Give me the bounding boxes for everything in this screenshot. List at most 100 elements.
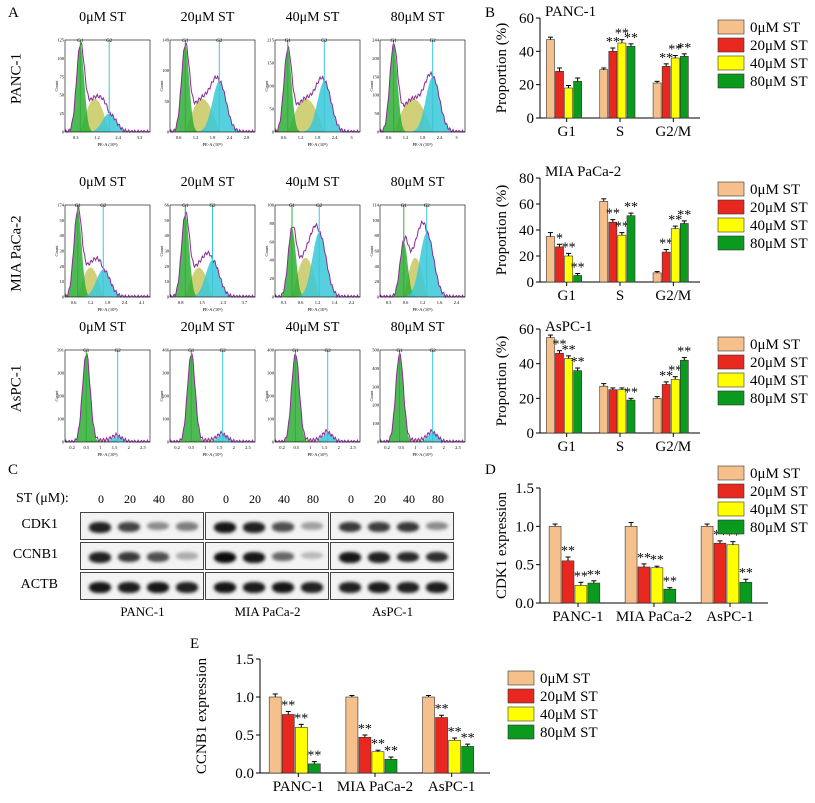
significance-mark: ** [668, 43, 682, 58]
flow-histogram: G1 G2 0.6 1.2 1.8 2.4 3 PE-A (10⁵) 0 50 100 150 200 2… [370, 38, 466, 147]
y-axis-label: Proportion (%) [494, 23, 510, 113]
hist-g1-peak [275, 228, 360, 297]
hist-column-title: 40μM ST [285, 175, 340, 190]
bar [663, 588, 677, 604]
bar [555, 71, 564, 119]
bar [564, 87, 573, 119]
wb-band [118, 582, 140, 593]
hist-x-tick: 2.2 [349, 300, 355, 305]
hist-x-tick: 2.5 [140, 445, 146, 450]
significance-mark: ** [615, 220, 629, 235]
hist-g2-peak [380, 232, 465, 297]
panel-label-d: D [485, 462, 496, 478]
hist-row-label: AsPC-1 [8, 364, 25, 413]
wb-st-label: ST (μM): [16, 491, 69, 506]
hist-fit-curve [274, 353, 361, 444]
legend-swatch [717, 181, 745, 197]
hist-x-label: PE-A (10⁵) [308, 452, 328, 457]
category-label: PANC-1 [273, 779, 324, 795]
hist-frame [379, 39, 466, 133]
y-tick-label: 1.5 [515, 481, 534, 497]
hist-y-tick: 100 [372, 218, 380, 223]
hist-x-tick: 1.5 [199, 300, 205, 305]
hist-x-tick: 2.4 [122, 300, 128, 305]
bar [448, 740, 461, 774]
hist-g2-peak [65, 269, 150, 297]
hist-g1-peak [275, 49, 360, 133]
legend-label: 0μM ST [750, 182, 800, 198]
y-axis-label: Proportion (%) [494, 185, 510, 275]
wb-band [214, 522, 236, 533]
gate-label-g2: G2 [325, 349, 332, 354]
significance-mark: ** [659, 237, 673, 252]
y-axis-label: Proportion (%) [494, 336, 510, 426]
wb-dose-label: 80 [307, 492, 319, 506]
significance-mark: ** [663, 575, 677, 590]
significance-mark: ** [281, 698, 295, 713]
hist-row-label: MIA PaCa-2 [8, 215, 25, 292]
hist-x-tick: 0.5 [83, 445, 89, 450]
hist-x-tick: 0.3 [281, 300, 287, 305]
hist-x-tick: 3.7 [242, 300, 248, 305]
legend-swatch [717, 37, 745, 53]
hist-frame [169, 39, 256, 133]
hist-g2-peak [275, 81, 360, 132]
hist-column-title: 80μM ST [390, 320, 445, 335]
hist-x-tick: 1.2 [193, 135, 199, 140]
legend-label: 20μM ST [750, 355, 808, 371]
hist-y-tick: 0 [62, 440, 65, 445]
hist-y-tick: 400 [372, 366, 380, 371]
bar [461, 746, 474, 774]
bar [587, 582, 601, 604]
hist-y-tick: 60 [375, 249, 380, 254]
hist-x-tick: 3 [455, 135, 458, 140]
wb-dose-label: 0 [348, 492, 354, 506]
bar [679, 359, 689, 434]
gate-label-g2: G2 [115, 349, 122, 354]
legend-label: 80μM ST [750, 391, 808, 407]
y-axis-label: CDK1 expression [494, 491, 510, 599]
significance-mark: ** [624, 385, 638, 400]
hist-column-title: 0μM ST [79, 320, 126, 335]
hist-g1-peak [380, 354, 465, 442]
wb-blot-strip [80, 572, 204, 600]
category-label: PANC-1 [552, 609, 603, 625]
wb-band [301, 582, 323, 593]
hist-x-tick: 0.6 [281, 135, 287, 140]
bar [626, 46, 636, 119]
gate-label-g1: G1 [289, 204, 296, 209]
hist-x-tick: 1.2 [315, 300, 321, 305]
bar [546, 39, 555, 119]
category-label: MIA PaCa-2 [337, 779, 413, 795]
wb-blot-strip [205, 542, 329, 570]
significance-mark: ** [561, 544, 575, 559]
chart-title: AsPC-1 [545, 319, 593, 335]
category-label: G2/M [655, 288, 691, 304]
gate-label-g1: G1 [83, 349, 90, 354]
hist-y-tick: 174 [57, 203, 65, 208]
bar [308, 763, 321, 774]
y-tick-label: 0.5 [235, 728, 254, 744]
y-tick-label: 1.0 [235, 690, 254, 706]
bar [573, 81, 582, 119]
wb-band [118, 552, 140, 562]
wb-lane-panc1: PANC-1 [120, 604, 165, 619]
hist-y-tick: 100 [162, 68, 170, 73]
legend-swatch [717, 372, 745, 388]
wb-band [397, 582, 419, 593]
hist-column-title: 20μM ST [180, 175, 235, 190]
wb-band [397, 522, 419, 532]
hist-x-tick: 0.6 [176, 135, 182, 140]
hist-y-tick: 0 [167, 440, 170, 445]
hist-fit-curve [169, 352, 256, 444]
hist-y-tick: 100 [267, 84, 275, 89]
significance-mark: ** [659, 51, 673, 66]
hist-y-tick: 500 [372, 348, 380, 353]
bar [661, 66, 671, 119]
wb-band [301, 522, 323, 530]
hist-x-tick: 2.4 [332, 135, 338, 140]
category-label: G1 [557, 124, 575, 140]
bar [617, 42, 627, 119]
